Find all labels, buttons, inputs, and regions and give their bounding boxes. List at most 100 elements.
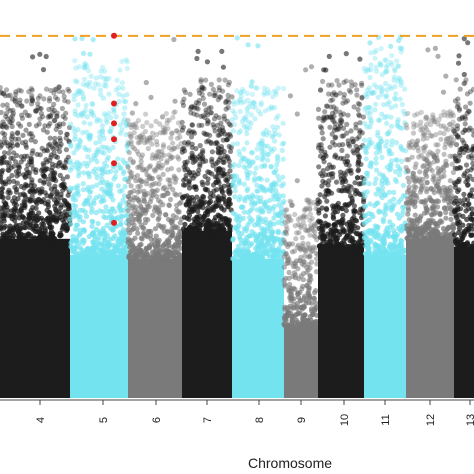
snp-point xyxy=(393,103,399,109)
snp-point xyxy=(151,167,157,173)
snp-point xyxy=(200,95,206,101)
snp-point xyxy=(216,77,222,83)
snp-point xyxy=(3,123,9,129)
snp-point xyxy=(404,125,410,131)
snp-point xyxy=(307,296,313,302)
snp-point xyxy=(363,68,369,74)
chromosome-5-dense-band xyxy=(70,254,128,398)
snp-point-top xyxy=(56,84,62,90)
snp-point xyxy=(195,171,201,177)
snp-point xyxy=(97,180,104,186)
snp-point xyxy=(121,111,127,117)
snp-point xyxy=(233,248,239,254)
snp-point xyxy=(450,113,457,119)
snp-point xyxy=(14,173,20,179)
snp-point xyxy=(258,102,264,108)
snp-point xyxy=(468,216,474,222)
snp-point xyxy=(237,252,243,258)
snp-point xyxy=(369,89,375,95)
snp-point xyxy=(209,206,215,212)
snp-point xyxy=(131,146,138,152)
snp-point xyxy=(327,235,333,241)
snp-point xyxy=(240,204,246,210)
snp-point-top xyxy=(435,53,441,59)
snp-point xyxy=(424,186,430,192)
snp-point xyxy=(80,237,86,243)
chromosome-7-dense-band xyxy=(182,230,232,398)
snp-point xyxy=(73,212,79,218)
snp-point xyxy=(258,195,264,201)
snp-point xyxy=(51,101,57,107)
snp-point xyxy=(308,248,314,255)
snp-point xyxy=(60,89,66,95)
snp-point xyxy=(466,226,472,232)
snp-point xyxy=(203,77,209,83)
snp-point xyxy=(100,246,106,252)
snp-point xyxy=(434,155,440,161)
snp-point xyxy=(328,104,334,110)
snp-point xyxy=(215,212,221,218)
snp-point xyxy=(367,110,373,116)
snp-point xyxy=(156,237,162,243)
snp-point xyxy=(261,85,267,91)
snp-point xyxy=(414,111,421,117)
snp-point xyxy=(383,80,389,87)
snp-point xyxy=(65,192,71,198)
snp-point xyxy=(282,281,288,287)
snp-point xyxy=(147,232,154,238)
snp-point xyxy=(394,119,401,125)
snp-point xyxy=(117,247,123,253)
snp-point xyxy=(373,201,380,207)
snp-point xyxy=(156,154,162,160)
snp-point xyxy=(382,57,388,63)
snp-point xyxy=(0,217,3,223)
snp-point xyxy=(104,157,110,163)
snp-point xyxy=(244,106,250,112)
snp-point xyxy=(141,255,147,262)
snp-point xyxy=(307,201,313,208)
snp-point xyxy=(264,91,270,97)
snp-point xyxy=(9,123,15,130)
snp-point xyxy=(123,99,129,105)
snp-point xyxy=(268,163,274,170)
snp-point xyxy=(97,134,103,140)
snp-point xyxy=(208,105,214,111)
snp-point xyxy=(225,82,231,88)
snp-point xyxy=(452,239,459,245)
snp-point xyxy=(270,133,276,139)
snp-point xyxy=(389,86,395,92)
snp-point xyxy=(83,102,89,109)
snp-point xyxy=(331,118,337,124)
snp-point xyxy=(288,199,294,205)
snp-point xyxy=(49,177,55,183)
snp-point xyxy=(369,90,375,96)
snp-point xyxy=(16,87,22,93)
snp-point xyxy=(286,275,292,281)
snp-point xyxy=(384,139,390,145)
snp-point xyxy=(129,238,135,244)
snp-point xyxy=(259,137,265,144)
snp-point xyxy=(46,98,53,104)
snp-point xyxy=(9,96,15,102)
snp-point xyxy=(14,142,21,148)
snp-point xyxy=(378,62,384,68)
snp-point xyxy=(172,191,178,197)
snp-point xyxy=(46,181,52,187)
snp-point xyxy=(461,149,467,155)
snp-point xyxy=(284,311,290,317)
snp-point xyxy=(45,148,51,154)
snp-point xyxy=(223,106,229,112)
snp-point xyxy=(90,101,96,107)
snp-point xyxy=(314,256,320,262)
snp-point xyxy=(43,86,50,92)
snp-point xyxy=(319,125,325,131)
snp-point-top xyxy=(308,64,315,70)
snp-point xyxy=(18,159,24,165)
snp-point xyxy=(238,89,244,95)
snp-point xyxy=(147,164,153,170)
snp-point xyxy=(154,153,160,159)
snp-point xyxy=(325,182,331,188)
snp-point xyxy=(456,244,462,250)
snp-point xyxy=(84,129,90,135)
snp-point xyxy=(128,124,134,131)
